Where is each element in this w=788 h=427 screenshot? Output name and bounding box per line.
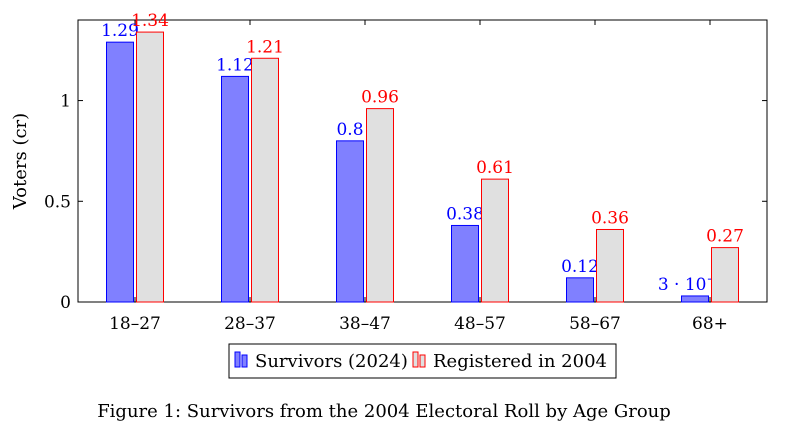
bar-survivors-0 (106, 41, 134, 303)
legend-swatch-survivors-b (241, 354, 248, 368)
legend-swatch-registered-a (412, 351, 419, 368)
x-tick-label-1: 28–37 (224, 314, 276, 334)
data-label-registered-1: 1.21 (246, 37, 284, 57)
legend: Survivors (2024) Registered in 2004 (228, 343, 617, 379)
data-label-survivors-1: 1.12 (216, 55, 254, 75)
x-tick-label-3: 48–57 (454, 314, 506, 334)
data-label-survivors-3: 0.38 (446, 204, 484, 224)
bar-registered-1 (251, 57, 279, 303)
figure-caption: Figure 1: Survivors from the 2004 Electo… (97, 401, 671, 422)
legend-label-survivors: Survivors (2024) (255, 351, 408, 372)
bar-registered-2 (366, 108, 394, 303)
data-label-registered-3: 0.61 (476, 158, 514, 178)
data-label-registered-0: 1.34 (131, 11, 169, 31)
x-tick-label-2: 38–47 (339, 314, 391, 334)
y-tick-label-2: 1 (60, 92, 71, 112)
data-label-registered-5: 0.27 (706, 227, 744, 247)
bar-registered-0 (136, 31, 164, 303)
legend-label-registered: Registered in 2004 (433, 351, 607, 372)
data-label-survivors-4: 0.12 (561, 257, 599, 277)
bar-registered-3 (481, 178, 509, 303)
x-tick-label-4: 58–67 (569, 314, 621, 334)
bar-survivors-5 (681, 295, 709, 303)
bar-registered-5 (711, 247, 739, 303)
y-tick-label-1: 0.5 (44, 192, 71, 212)
y-axis-title: Voters (cr) (10, 113, 31, 210)
bar-registered-4 (596, 228, 624, 303)
data-label-registered-4: 0.36 (591, 208, 629, 228)
plot-frame (77, 19, 768, 303)
bar-survivors-4 (566, 277, 594, 303)
x-tick-label-0: 18–27 (109, 314, 161, 334)
bar-survivors-1 (221, 75, 249, 303)
bar-survivors-2 (336, 140, 364, 303)
bar-survivors-3 (451, 224, 479, 303)
data-label-registered-2: 0.96 (361, 88, 399, 108)
data-label-survivors-2: 0.8 (336, 120, 363, 140)
data-label-survivors-0: 1.29 (101, 21, 139, 41)
chart-marks: 0 0.5 1 18–27 1.291.34 28–37 1.121.21 38–47 0.8 0… (44, 11, 767, 334)
y-tick-label-0: 0 (60, 293, 71, 313)
legend-swatch-registered-b (419, 354, 426, 368)
legend-swatch-survivors-a (234, 351, 241, 368)
x-tick-label-5: 68+ (692, 314, 728, 334)
